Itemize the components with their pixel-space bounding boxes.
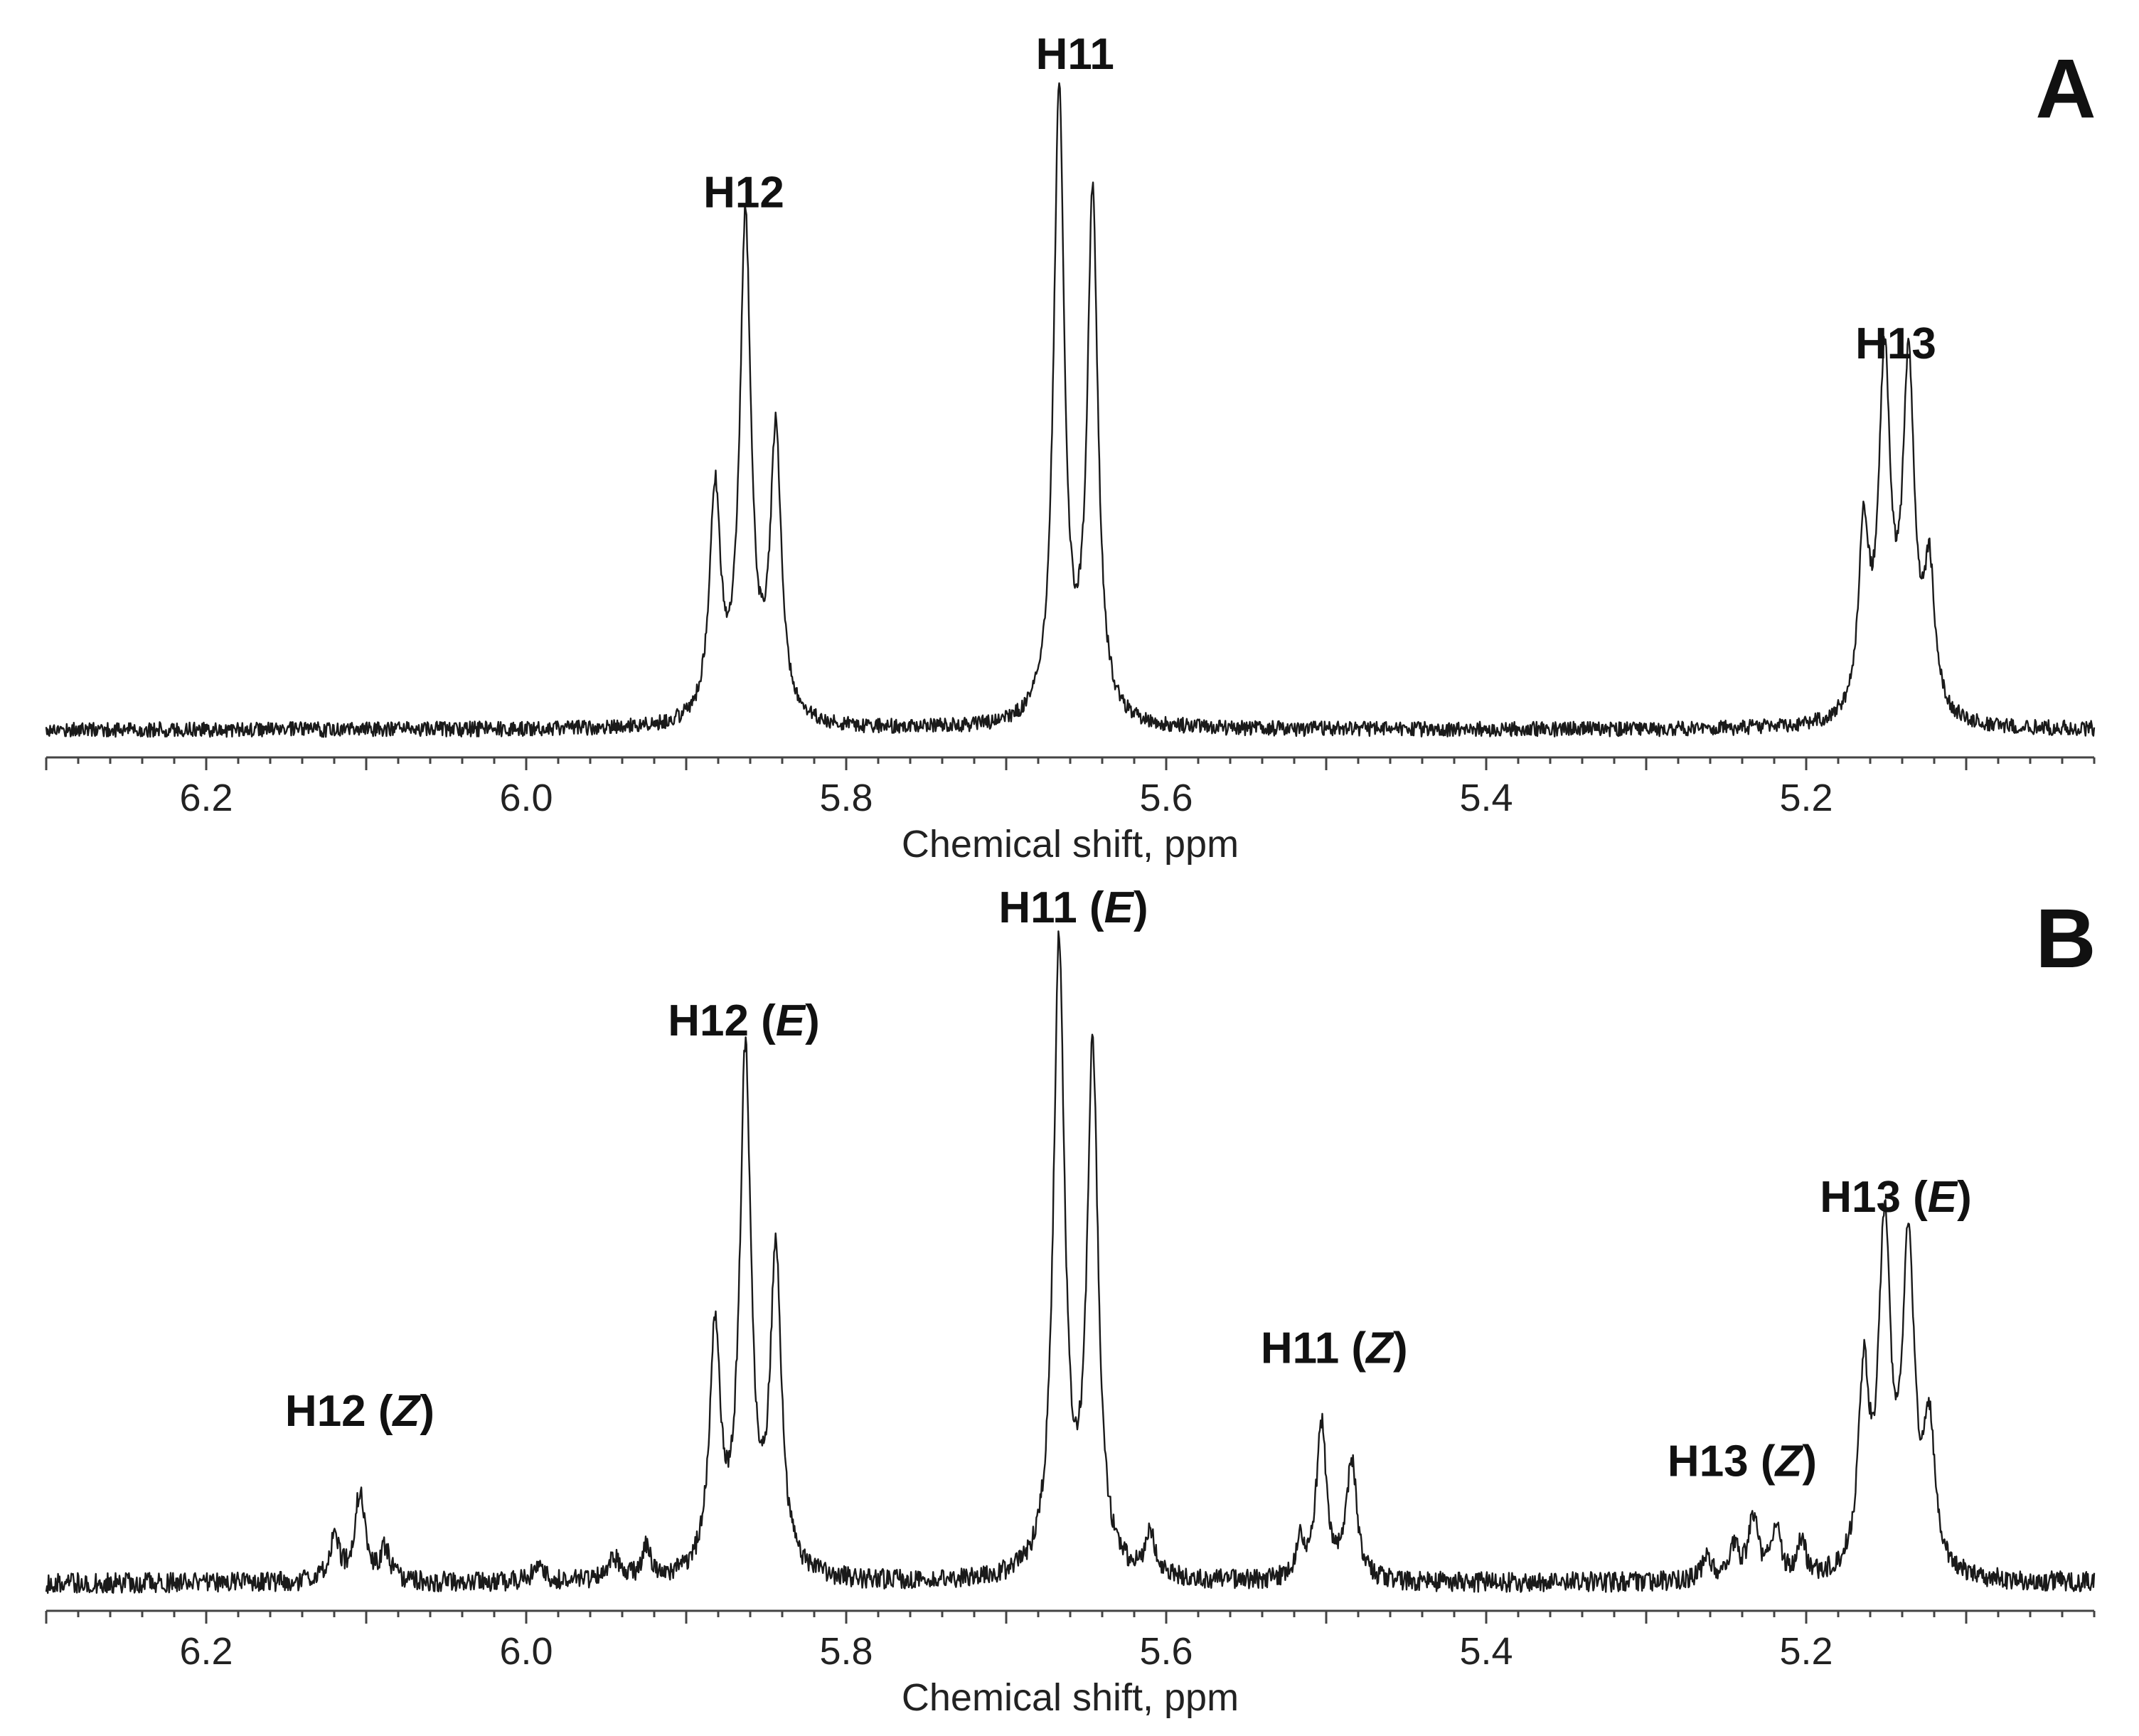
peak-label: H12 (Z) bbox=[285, 1387, 434, 1436]
spectrum-trace-b bbox=[45, 930, 2096, 1594]
peak-label: H13 (Z) bbox=[1668, 1437, 1817, 1486]
x-tick-label: 5.8 bbox=[819, 777, 873, 819]
x-tick-label: 6.2 bbox=[179, 1630, 233, 1673]
peak-label: H13 (E) bbox=[1820, 1173, 1972, 1222]
x-tick-label: 5.2 bbox=[1779, 1630, 1833, 1673]
peak-label: H11 (E) bbox=[998, 883, 1148, 932]
x-ticks-a bbox=[45, 757, 2096, 770]
panel-letter-b: B bbox=[2035, 892, 2096, 986]
x-tick-label: 5.2 bbox=[1779, 777, 1833, 819]
x-tick-labels-a: 6.2 6.0 5.8 5.6 5.4 5.2 bbox=[179, 777, 1833, 819]
spectrum-trace-a bbox=[45, 82, 2096, 738]
peak-labels-b: H12 (Z) H12 (E) H11 (E) H11 (Z) H13 (Z) H13 (… bbox=[285, 883, 1972, 1486]
peak-label: H12 bbox=[703, 169, 784, 218]
x-tick-label: 5.4 bbox=[1459, 777, 1513, 819]
x-tick-label: 6.2 bbox=[179, 777, 233, 819]
peak-label: H11 (Z) bbox=[1261, 1324, 1408, 1373]
x-tick-labels-b: 6.2 6.0 5.8 5.6 5.4 5.2 bbox=[179, 1630, 1833, 1673]
panel-letter-a: A bbox=[2035, 42, 2096, 136]
x-axis-title-b: Chemical shift, ppm bbox=[902, 1676, 1239, 1719]
peak-label: H11 bbox=[1036, 30, 1114, 79]
x-tick-label: 6.0 bbox=[499, 777, 553, 819]
peak-label: H12 (E) bbox=[668, 996, 820, 1045]
x-axis-title-a: Chemical shift, ppm bbox=[902, 823, 1239, 866]
x-ticks-b bbox=[45, 1611, 2096, 1624]
x-tick-label: 5.6 bbox=[1139, 777, 1193, 819]
x-tick-label: 6.0 bbox=[499, 1630, 553, 1673]
peak-labels-a: H12 H11 H13 bbox=[703, 30, 1936, 368]
x-tick-label: 5.8 bbox=[819, 1630, 873, 1673]
x-tick-label: 5.6 bbox=[1139, 1630, 1193, 1673]
panel-b: B 6.2 6.0 5.8 5.6 5.4 5.2 Chemical shift, ppm… bbox=[45, 883, 2096, 1719]
panel-a: A 6.2 6.0 5.8 5.6 5.4 5.2 Chemical shift, ppm… bbox=[45, 30, 2096, 866]
x-tick-label: 5.4 bbox=[1459, 1630, 1513, 1673]
peak-label: H13 bbox=[1855, 319, 1936, 368]
